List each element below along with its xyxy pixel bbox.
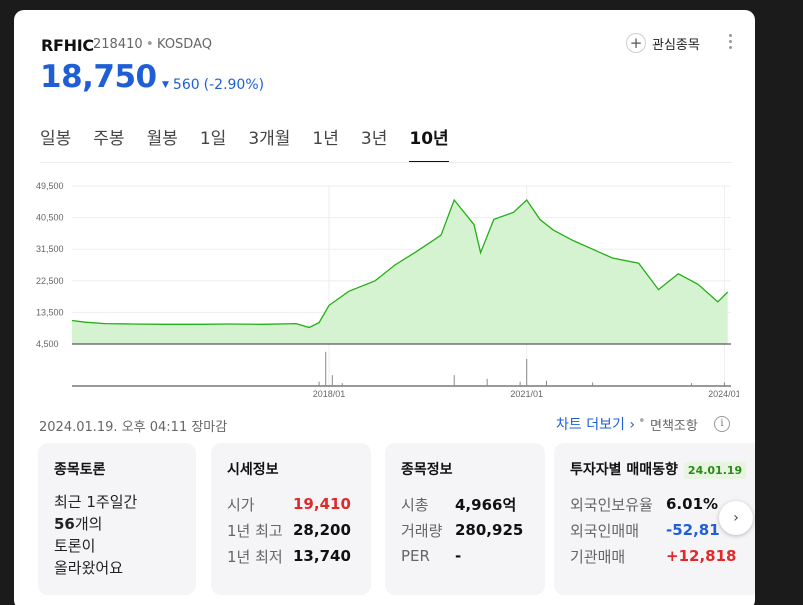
post-count-suffix: 개의 [74, 515, 103, 533]
discussion-line: 최근 1주일간 [54, 493, 138, 511]
separator-dot: • [146, 37, 154, 52]
y-tick-label: 22,500 [36, 276, 64, 286]
discussion-line: 올라왔어요 [54, 559, 124, 577]
next-arrow-button[interactable]: › [719, 501, 753, 535]
tab-3year[interactable]: 3년 [360, 129, 388, 149]
panel-title: 시세정보 [227, 462, 279, 478]
x-tick-label: 2021/01 [510, 389, 543, 399]
row-label: 1년 최저 [227, 547, 283, 566]
more-options-icon[interactable] [727, 34, 733, 49]
info-row: 거래량 280,925 [401, 517, 529, 543]
price-area [72, 200, 728, 344]
plus-icon: + [626, 33, 646, 53]
y-tick-label: 49,500 [36, 181, 64, 191]
info-row: 1년 최저 13,740 [227, 543, 355, 569]
chevron-right-icon: › [629, 417, 635, 433]
stock-info-panel[interactable]: 종목정보 시총 4,966억 거래량 280,925 PER - [385, 443, 545, 595]
row-label: PER [401, 547, 430, 565]
chart-more-label: 차트 더보기 [556, 417, 625, 433]
favorite-button[interactable]: + 관심종목 [626, 32, 700, 54]
discussion-panel[interactable]: 종목토론 최근 1주일간 56개의 토론이 올라왔어요 [38, 443, 196, 595]
y-tick-label: 13,500 [36, 307, 64, 317]
tab-weekly[interactable]: 주봉 [93, 129, 125, 149]
row-label: 1년 최고 [227, 521, 283, 540]
row-label: 거래량 [401, 521, 443, 540]
per-value: - [455, 547, 462, 565]
favorite-label: 관심종목 [652, 37, 700, 53]
stock-code: 218410 [93, 37, 143, 52]
y-tick-label: 4,500 [36, 339, 59, 349]
current-price: 18,750 [40, 59, 157, 95]
info-row: 시가 19,410 [227, 491, 355, 517]
price-change: ▼ 560 (-2.90%) [162, 77, 264, 93]
row-label: 시총 [401, 495, 429, 514]
stock-name[interactable]: RFHIC [41, 36, 94, 55]
x-tick-label: 2018/01 [313, 389, 346, 399]
chart-more-link[interactable]: 차트 더보기 › [556, 414, 635, 434]
tab-3month[interactable]: 3개월 [248, 129, 291, 149]
price-line [71, 198, 729, 329]
period-tabs: 일봉 주봉 월봉 1일 3개월 1년 3년 10년 [40, 124, 471, 163]
info-row: 외국인매매 -52,81 [570, 517, 753, 543]
discussion-line: 56개의 [54, 513, 180, 535]
change-percent: (-2.90%) [203, 77, 265, 93]
institution-trading: +12,818 [666, 547, 737, 565]
post-count: 56 [54, 515, 75, 533]
foreign-ownership: 6.01% [666, 495, 719, 513]
investor-title: 투자자별 매매동향 [570, 462, 678, 478]
info-row: 시총 4,966억 [401, 491, 529, 517]
open-price: 19,410 [293, 495, 351, 513]
volume: 280,925 [455, 521, 524, 539]
tab-monthly[interactable]: 월봉 [146, 129, 178, 149]
change-amount: 560 [172, 77, 200, 93]
year-low: 13,740 [293, 547, 351, 565]
info-row: 기관매매 +12,818 [570, 543, 753, 569]
discussion-summary: 최근 1주일간 56개의 토론이 올라왔어요 [54, 491, 180, 579]
tab-10year[interactable]: 10년 [409, 124, 449, 163]
info-row: PER - [401, 543, 529, 569]
year-high: 28,200 [293, 521, 351, 539]
market-cap: 4,966억 [455, 495, 517, 514]
y-tick-label: 40,500 [36, 213, 64, 223]
tab-1day[interactable]: 1일 [199, 129, 227, 149]
info-row: 1년 최고 28,200 [227, 517, 355, 543]
x-tick-label: 2024/01 [708, 389, 739, 399]
disclaimer-link[interactable]: 면책조항 [650, 419, 698, 434]
price-chart[interactable]: 49,500 40,500 31,500 22,500 13,500 4,500 2018/… [34, 178, 739, 413]
tab-1year[interactable]: 1년 [312, 129, 339, 149]
foreign-trading: -52,81 [666, 521, 720, 539]
info-row: 외국인보유율 6.01% [570, 491, 753, 517]
row-label: 시가 [227, 495, 255, 514]
market-info-panel[interactable]: 시세정보 시가 19,410 1년 최고 28,200 1년 최저 13,740 [211, 443, 371, 595]
panel-title: 종목토론 [54, 462, 106, 478]
row-label: 외국인보유율 [570, 495, 653, 514]
discussion-line: 토론이 [54, 537, 96, 555]
down-triangle-icon: ▼ [162, 80, 169, 90]
separator-dot: • [638, 414, 646, 429]
market-datetime: 2024.01.19. 오후 04:11 장마감 [39, 420, 228, 435]
info-icon[interactable]: i [714, 416, 730, 432]
tab-daily[interactable]: 일봉 [40, 129, 72, 149]
stock-card: RFHIC 218410 • KOSDAQ + 관심종목 18,750 ▼ 56… [14, 10, 755, 605]
market-name: KOSDAQ [157, 37, 212, 52]
panel-title: 투자자별 매매동향 24.01.19 [570, 459, 753, 479]
panel-title: 종목정보 [401, 462, 453, 478]
tab-divider [40, 162, 732, 163]
date-badge: 24.01.19 [683, 461, 747, 479]
y-tick-label: 31,500 [36, 244, 64, 254]
row-label: 외국인매매 [570, 521, 640, 540]
row-label: 기관매매 [570, 547, 626, 566]
chevron-right-icon: › [733, 510, 739, 526]
